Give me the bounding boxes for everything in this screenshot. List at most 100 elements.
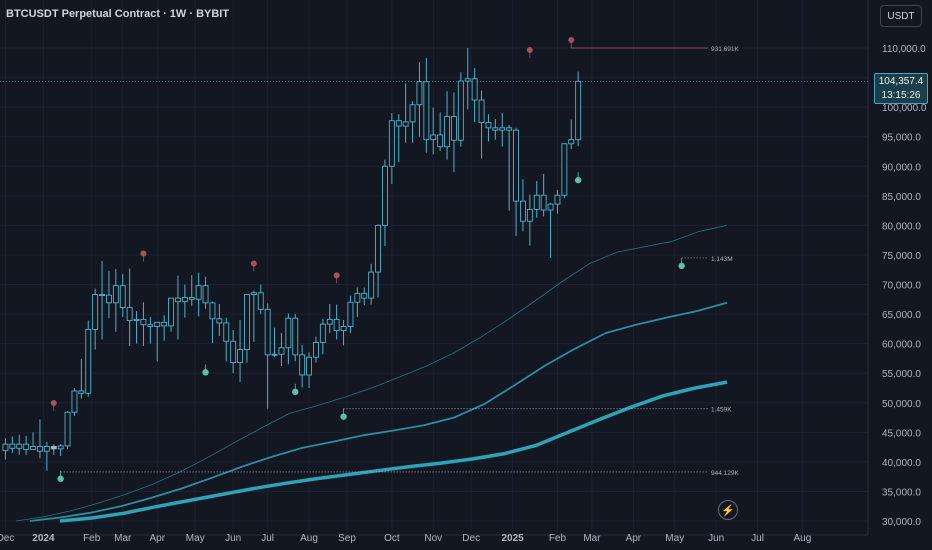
y-tick-label: 60,000.0 xyxy=(882,340,921,351)
candle xyxy=(43,441,50,471)
candle-body xyxy=(506,127,513,131)
candle xyxy=(154,321,161,362)
candle xyxy=(278,332,285,367)
candle-body xyxy=(92,294,99,330)
candle xyxy=(347,295,354,333)
annotation-label: 944.129K xyxy=(711,470,739,477)
candle xyxy=(195,272,202,317)
candle-body xyxy=(485,122,492,129)
candle-body xyxy=(119,285,126,309)
candle xyxy=(147,317,154,344)
candle xyxy=(313,336,319,363)
candle-body xyxy=(161,321,168,327)
x-tick-label: Dec xyxy=(462,533,480,544)
y-tick-label: 50,000.0 xyxy=(882,399,921,410)
candle-body xyxy=(402,121,409,127)
y-tick-label: 110,000.0 xyxy=(882,44,926,55)
candle-body xyxy=(526,208,533,222)
candle xyxy=(319,318,326,355)
candle-body xyxy=(195,285,202,300)
currency-button[interactable]: USDT xyxy=(880,5,922,27)
candle xyxy=(2,438,9,460)
lightning-icon[interactable]: ⚡ xyxy=(718,500,738,520)
candle xyxy=(285,313,292,365)
x-tick-label: 2024 xyxy=(32,533,55,544)
candle xyxy=(85,320,92,397)
candle xyxy=(506,124,513,211)
candle xyxy=(382,159,388,247)
candle-body xyxy=(30,446,36,450)
candle xyxy=(161,315,168,341)
candle xyxy=(243,293,250,363)
candle xyxy=(444,91,450,160)
candle xyxy=(457,72,464,147)
x-tick-label: Feb xyxy=(549,533,567,544)
candle-body xyxy=(326,318,333,325)
candle-body xyxy=(451,116,457,141)
candle xyxy=(230,330,237,374)
x-tick-label: 2025 xyxy=(501,533,524,544)
candle-body xyxy=(230,340,237,363)
candle xyxy=(223,317,230,362)
x-tick-label: Apr xyxy=(149,533,165,544)
candle-countdown: 13:15:26 xyxy=(881,90,921,101)
candle xyxy=(37,419,43,459)
y-tick-label: 45,000.0 xyxy=(882,428,921,439)
candle-body xyxy=(168,297,175,327)
candle-body xyxy=(457,80,464,141)
candle-body xyxy=(105,294,112,304)
low-marker xyxy=(57,475,64,482)
candle-body xyxy=(278,347,285,355)
candle xyxy=(105,270,112,319)
candle xyxy=(526,194,533,246)
candle xyxy=(430,107,437,155)
candle-body xyxy=(492,127,499,131)
candle-body xyxy=(223,322,230,342)
candle-body xyxy=(112,285,119,304)
y-tick-label: 30,000.0 xyxy=(882,517,921,528)
candle-body xyxy=(202,285,209,304)
y-tick-label: 85,000.0 xyxy=(882,192,921,203)
high-marker xyxy=(526,47,533,54)
high-marker xyxy=(568,37,575,43)
candle-body xyxy=(140,318,147,326)
candle xyxy=(271,327,278,358)
y-tick-label: 55,000.0 xyxy=(882,369,921,380)
candle xyxy=(57,444,64,456)
candle-body xyxy=(340,326,347,332)
x-tick-label: Oct xyxy=(384,533,400,544)
ma-line-1 xyxy=(15,225,728,522)
candle-body xyxy=(540,194,547,211)
candle-body xyxy=(395,120,402,127)
x-tick-label: Nov xyxy=(424,533,442,544)
candle-body xyxy=(471,78,478,101)
x-tick-label: Jul xyxy=(261,533,274,544)
candle-body xyxy=(306,356,312,376)
candle xyxy=(126,268,133,346)
candle xyxy=(333,304,340,340)
candle xyxy=(340,319,347,346)
candle xyxy=(471,68,478,122)
y-tick-label: 70,000.0 xyxy=(882,281,921,292)
x-tick-label: Jun xyxy=(225,533,241,544)
candle xyxy=(50,444,57,455)
candle-body xyxy=(313,341,319,358)
candle-body xyxy=(299,354,306,376)
candle-body xyxy=(16,443,23,449)
candle xyxy=(568,119,575,150)
candle xyxy=(92,288,99,350)
candle xyxy=(119,273,126,318)
candle xyxy=(181,284,188,318)
candle xyxy=(112,269,119,332)
candle-body xyxy=(416,81,423,106)
candle-body xyxy=(347,301,354,327)
high-marker xyxy=(140,250,147,257)
candle-body xyxy=(9,443,16,449)
candle xyxy=(492,118,499,140)
x-tick-label: Mar xyxy=(583,533,601,544)
y-tick-label: 90,000.0 xyxy=(882,162,921,173)
candle xyxy=(23,435,30,455)
candle-body xyxy=(64,411,71,447)
chart-title: BTCUSDT Perpetual Contract · 1W · BYBIT xyxy=(6,8,230,20)
